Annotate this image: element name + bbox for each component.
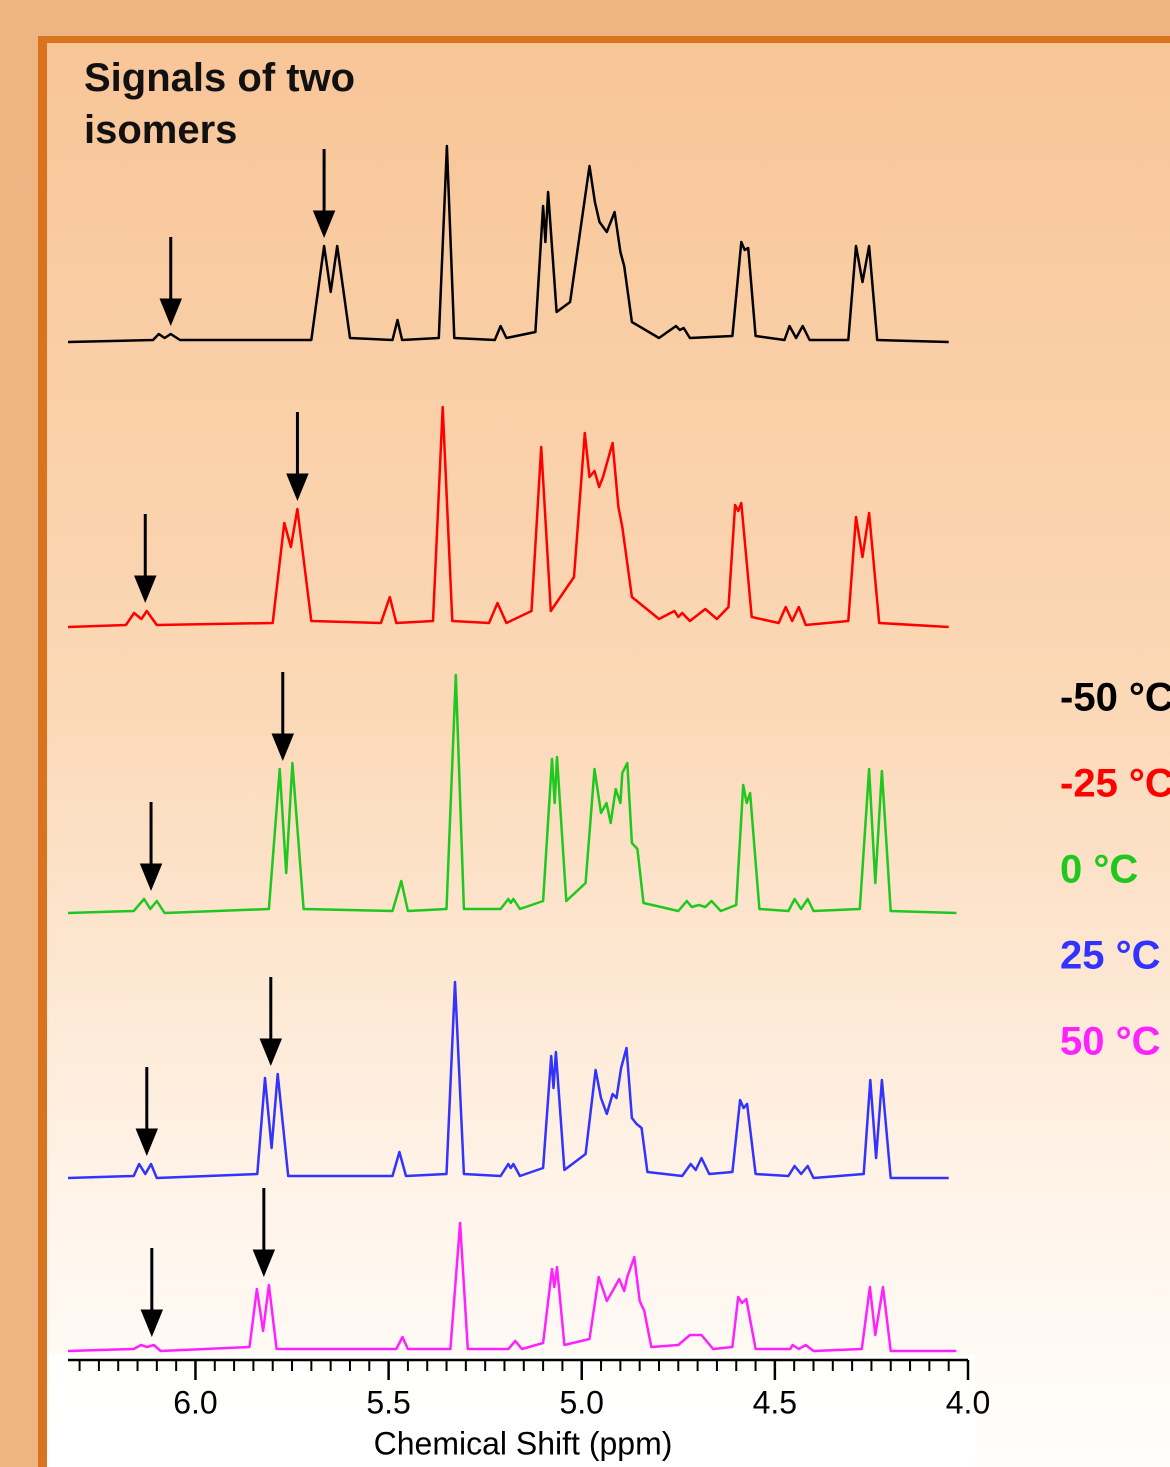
arrow — [315, 149, 333, 234]
chart-title: Signals of two isomers — [84, 52, 444, 156]
page: Chemical Shift (ppm) 6.0 5.5 5.0 4.5 4.0 -50 … — [0, 0, 1170, 1467]
spectrum — [68, 675, 956, 913]
x-axis-label: Chemical Shift (ppm) — [374, 1425, 673, 1461]
legend-label: 25 °C — [1060, 934, 1161, 978]
arrow — [143, 1248, 161, 1333]
arrow — [162, 237, 180, 322]
x-tick-label: 4.5 — [753, 1384, 797, 1420]
x-tick-label: 5.0 — [559, 1384, 603, 1420]
legend-label: -25 °C — [1060, 762, 1170, 806]
arrow — [136, 514, 154, 599]
legend-label: -50 °C — [1060, 676, 1170, 720]
arrow — [274, 672, 292, 757]
spectrum — [68, 1223, 956, 1351]
x-tick-label: 5.5 — [366, 1384, 410, 1420]
arrow — [288, 412, 306, 497]
legend-label: 50 °C — [1060, 1020, 1161, 1064]
arrow — [138, 1067, 156, 1152]
chart: Chemical Shift (ppm) 6.0 5.5 5.0 4.5 4.0 -50 … — [0, 0, 1170, 1467]
x-tick-label: 4.0 — [946, 1384, 990, 1420]
spectrum — [68, 146, 949, 342]
legend-label: 0 °C — [1060, 848, 1138, 892]
spectrum — [68, 407, 949, 627]
x-tick-label: 6.0 — [173, 1384, 217, 1420]
arrow — [142, 802, 160, 887]
arrow — [262, 977, 280, 1062]
arrow — [255, 1188, 273, 1273]
spectrum — [68, 982, 949, 1178]
